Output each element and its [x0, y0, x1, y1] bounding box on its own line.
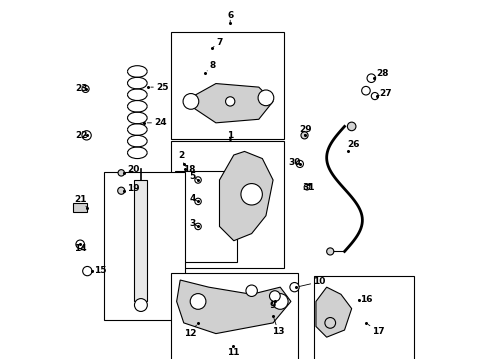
- Text: 28: 28: [373, 69, 387, 78]
- Text: 1: 1: [226, 131, 233, 140]
- Circle shape: [296, 160, 303, 167]
- Circle shape: [134, 298, 147, 311]
- Bar: [171, 32, 283, 139]
- Polygon shape: [219, 152, 272, 241]
- Bar: [171, 141, 283, 267]
- Text: 23: 23: [76, 84, 88, 93]
- Circle shape: [361, 86, 369, 95]
- Text: 11: 11: [226, 346, 239, 357]
- Circle shape: [245, 285, 257, 296]
- Circle shape: [272, 294, 287, 309]
- Polygon shape: [176, 280, 290, 334]
- Text: 15: 15: [92, 266, 106, 275]
- Text: 9: 9: [269, 301, 276, 310]
- Circle shape: [194, 223, 201, 230]
- Circle shape: [82, 266, 92, 276]
- Text: 10: 10: [298, 277, 325, 287]
- Text: 17: 17: [367, 324, 384, 336]
- Polygon shape: [315, 287, 351, 337]
- Text: 19: 19: [123, 184, 140, 193]
- Bar: [171, 273, 298, 360]
- Circle shape: [326, 248, 333, 255]
- Text: 22: 22: [76, 131, 88, 140]
- Bar: [313, 276, 413, 360]
- Circle shape: [346, 122, 355, 131]
- Circle shape: [82, 131, 91, 140]
- Text: 14: 14: [74, 244, 86, 253]
- Bar: [73, 203, 87, 212]
- Circle shape: [118, 170, 124, 176]
- Text: 20: 20: [123, 165, 140, 174]
- Text: 29: 29: [299, 126, 312, 135]
- Polygon shape: [183, 84, 272, 123]
- Circle shape: [370, 93, 378, 100]
- Text: 8: 8: [207, 61, 215, 71]
- Text: 16: 16: [358, 295, 371, 304]
- Circle shape: [300, 132, 307, 139]
- Circle shape: [258, 90, 273, 106]
- Text: 5: 5: [189, 172, 198, 181]
- Text: 6: 6: [226, 11, 233, 23]
- Circle shape: [241, 184, 262, 205]
- Text: 21: 21: [74, 195, 87, 208]
- Circle shape: [225, 97, 234, 106]
- Circle shape: [366, 74, 375, 82]
- Circle shape: [194, 198, 201, 204]
- Circle shape: [183, 94, 198, 109]
- Text: 30: 30: [288, 158, 300, 167]
- Bar: [104, 172, 184, 320]
- Bar: [134, 180, 147, 301]
- Text: 26: 26: [346, 140, 359, 152]
- Text: 13: 13: [272, 318, 284, 336]
- Text: 31: 31: [302, 183, 314, 192]
- Text: 12: 12: [183, 325, 196, 338]
- Circle shape: [289, 283, 299, 292]
- Circle shape: [324, 318, 335, 328]
- Circle shape: [190, 294, 205, 309]
- Text: 7: 7: [212, 38, 222, 48]
- Bar: [175, 171, 237, 262]
- Text: 24: 24: [147, 118, 166, 127]
- Circle shape: [304, 184, 309, 190]
- Text: 18: 18: [183, 165, 195, 174]
- Circle shape: [269, 291, 280, 301]
- Text: 4: 4: [189, 194, 198, 203]
- Text: 25: 25: [150, 83, 168, 92]
- Text: 27: 27: [377, 89, 391, 98]
- Circle shape: [118, 187, 124, 194]
- Circle shape: [76, 240, 84, 249]
- Circle shape: [194, 177, 201, 183]
- Circle shape: [82, 85, 89, 93]
- Text: 2: 2: [178, 151, 184, 164]
- Text: 3: 3: [189, 219, 198, 228]
